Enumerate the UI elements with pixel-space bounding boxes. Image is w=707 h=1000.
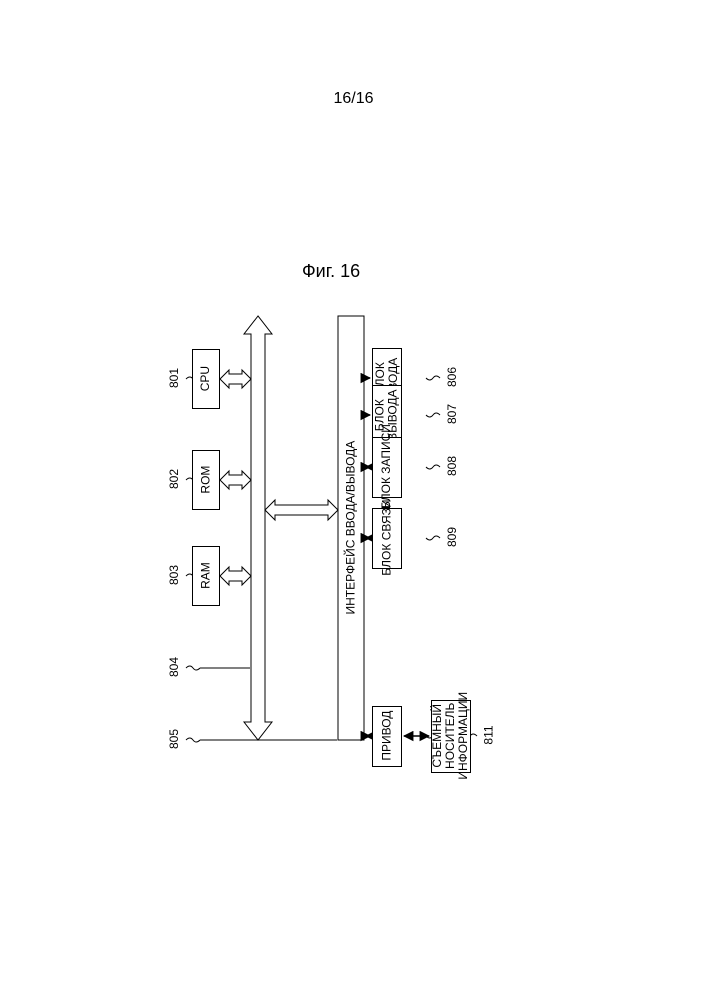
ram-box-label: RAM: [199, 563, 212, 590]
removable-media-box-label: СЪЕМНЫЙНОСИТЕЛЬИНФОРМАЦИИ: [431, 692, 471, 780]
removable-media-box: СЪЕМНЫЙНОСИТЕЛЬИНФОРМАЦИИ: [431, 700, 471, 773]
ref-806: 806: [445, 367, 459, 387]
drive-box: ПРИВОД: [372, 706, 402, 767]
comm-box-label: БЛОК СВЯЗИ: [380, 500, 393, 576]
drive-box-label: ПРИВОД: [380, 711, 393, 761]
cpu-box-label: CPU: [199, 366, 212, 391]
comm-box: БЛОК СВЯЗИ: [372, 508, 402, 569]
ref-804: 804: [167, 657, 181, 677]
ref-808: 808: [445, 456, 459, 476]
io-interface-box: ИНТЕРФЕЙС ВВОДА/ВЫВОДА: [338, 316, 364, 740]
record-box: БЛОК ЗАПИСИ: [372, 437, 402, 498]
ref-803: 803: [167, 565, 181, 585]
rom-box: ROM: [192, 450, 220, 510]
ref-809: 809: [445, 527, 459, 547]
ref-811: 811: [482, 725, 496, 744]
io-interface-label: ИНТЕРФЕЙС ВВОДА/ВЫВОДА: [344, 441, 357, 615]
cpu-box: CPU: [192, 349, 220, 409]
ram-box: RAM: [192, 546, 220, 606]
record-box-label: БЛОК ЗАПИСИ: [380, 424, 393, 509]
rom-box-label: ROM: [199, 466, 212, 494]
ref-807: 807: [445, 404, 459, 424]
ref-801: 801: [167, 368, 181, 388]
ref-802: 802: [167, 469, 181, 489]
ref-805: 805: [167, 729, 181, 749]
